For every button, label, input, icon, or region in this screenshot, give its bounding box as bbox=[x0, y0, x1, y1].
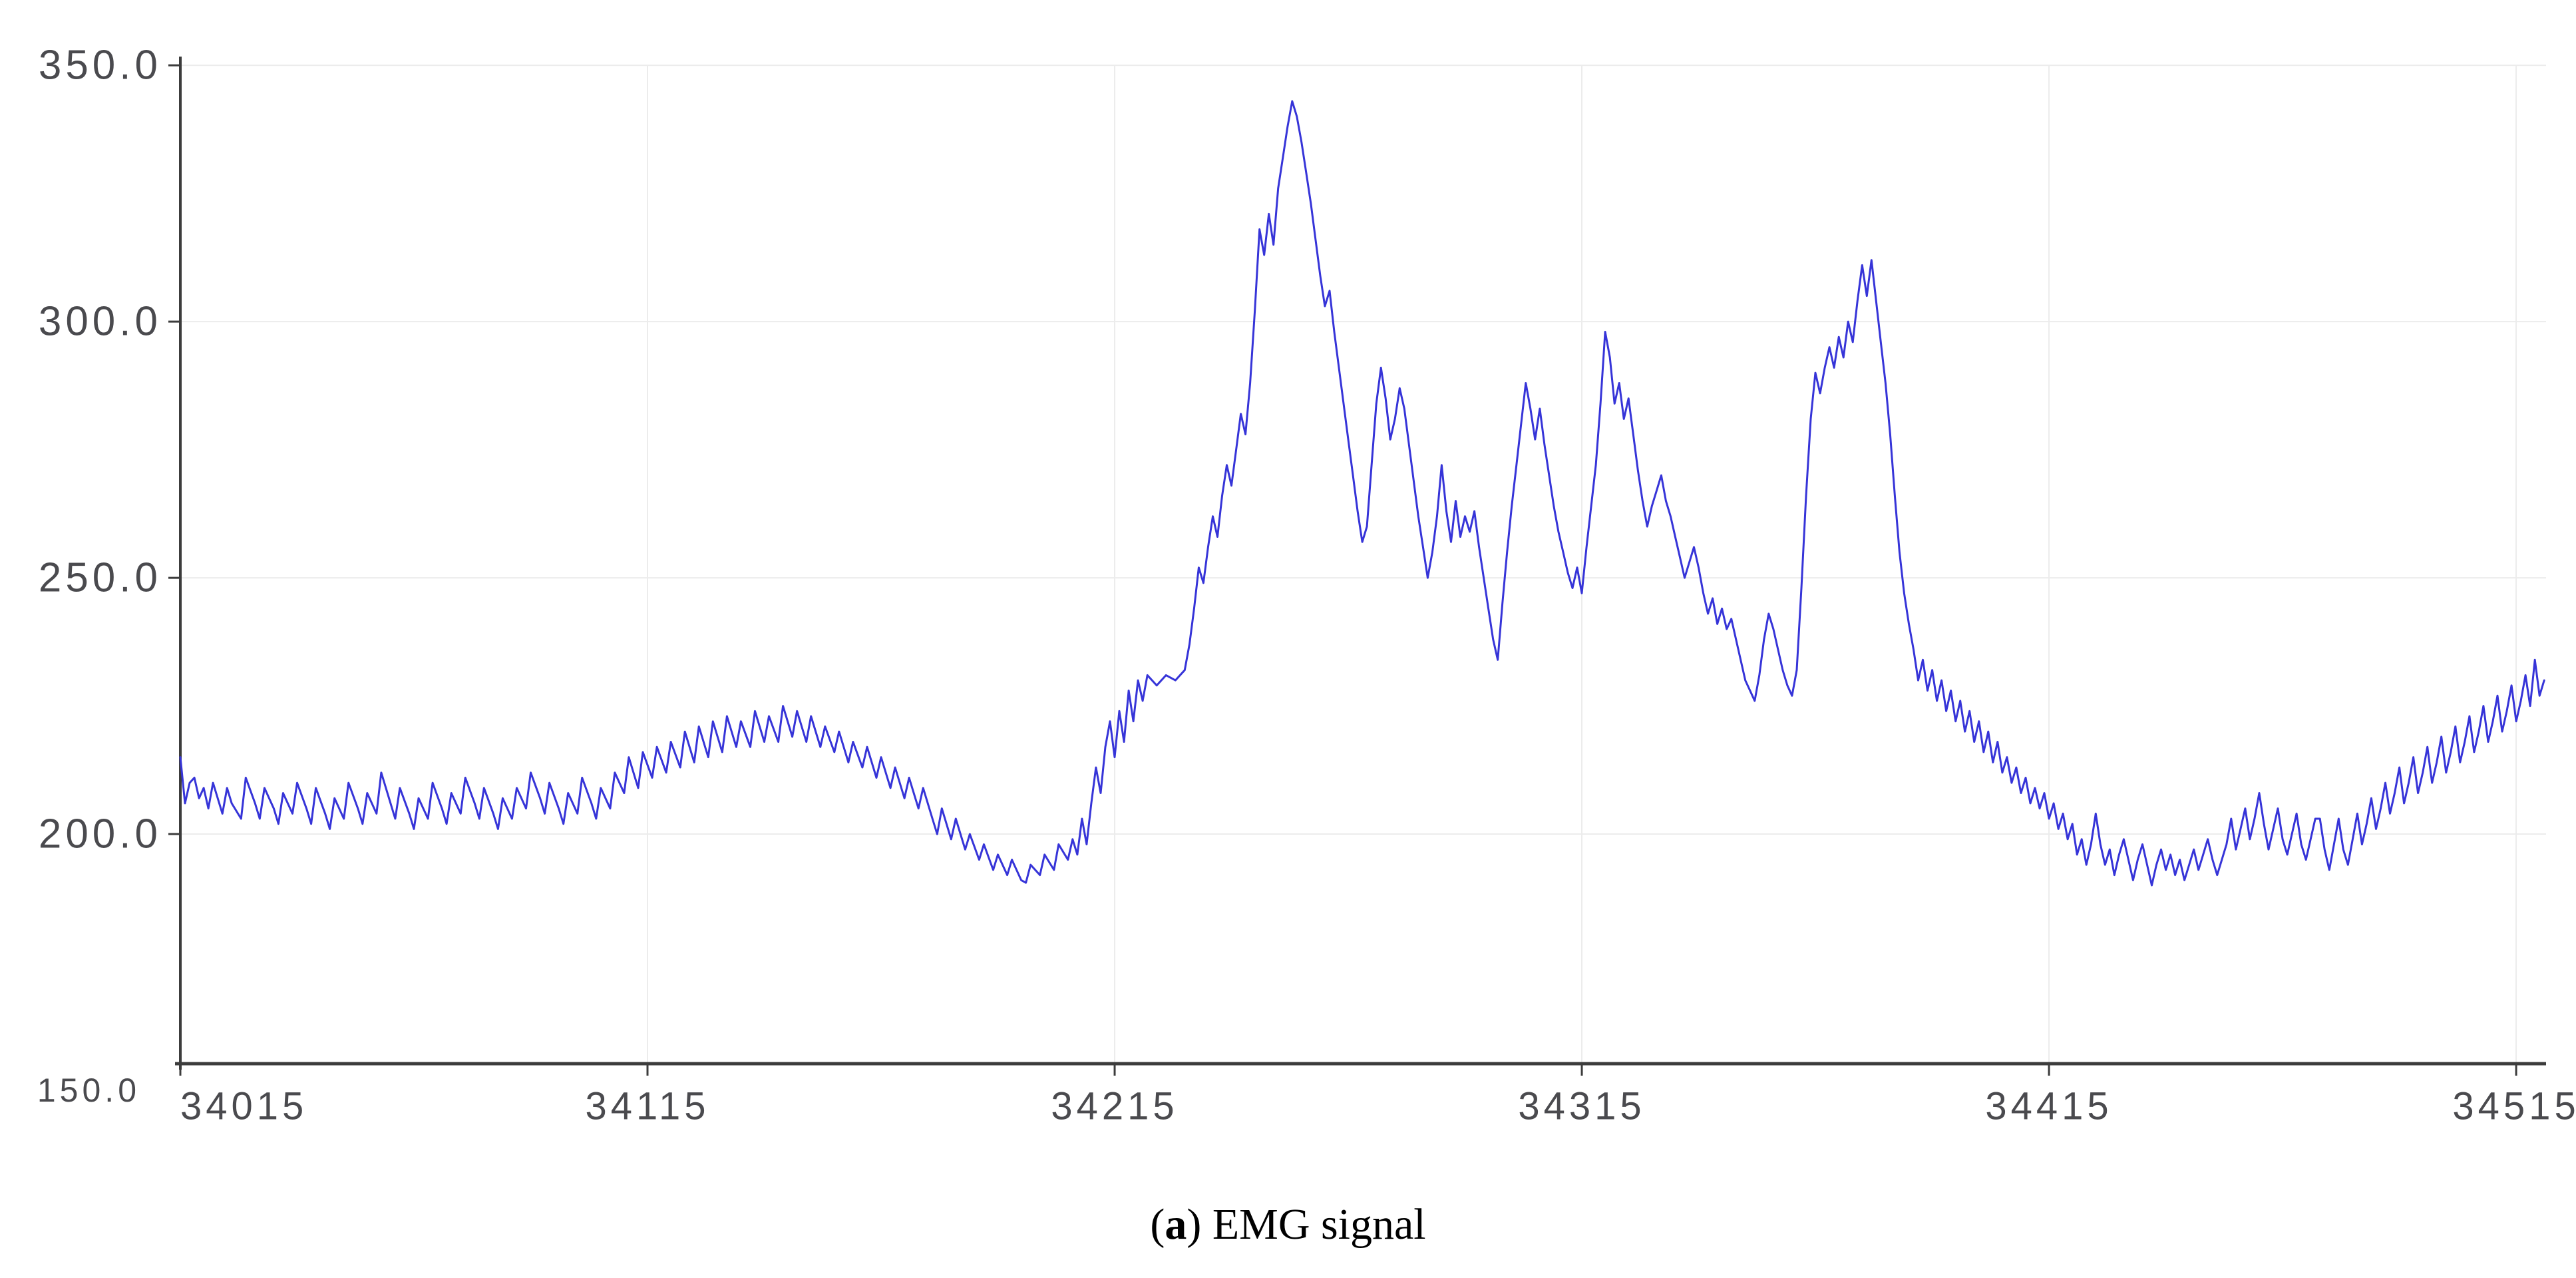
figure-caption: (a) EMG signal bbox=[0, 1199, 2576, 1250]
caption-text: ) EMG signal bbox=[1187, 1200, 1426, 1249]
y-tick-label: 350.0 bbox=[39, 43, 162, 89]
caption-label-letter: a bbox=[1165, 1200, 1187, 1249]
caption-prefix: ( bbox=[1150, 1200, 1165, 1249]
x-tick-label: 34515 bbox=[2452, 1085, 2576, 1128]
x-tick-label: 34315 bbox=[1518, 1085, 1645, 1128]
x-tick-label: 34115 bbox=[586, 1085, 710, 1128]
x-tick-label: 34415 bbox=[1985, 1085, 2112, 1128]
y-tick-label: 250.0 bbox=[39, 555, 162, 601]
emg-signal-line bbox=[179, 100, 2545, 887]
y-tick-label: 300.0 bbox=[39, 299, 162, 345]
x-tick-label: 34215 bbox=[1051, 1085, 1178, 1128]
y-tick-label: 200.0 bbox=[39, 811, 162, 857]
y-tick-label: 150.0 bbox=[37, 1072, 140, 1109]
x-tick-label: 34015 bbox=[180, 1085, 307, 1128]
